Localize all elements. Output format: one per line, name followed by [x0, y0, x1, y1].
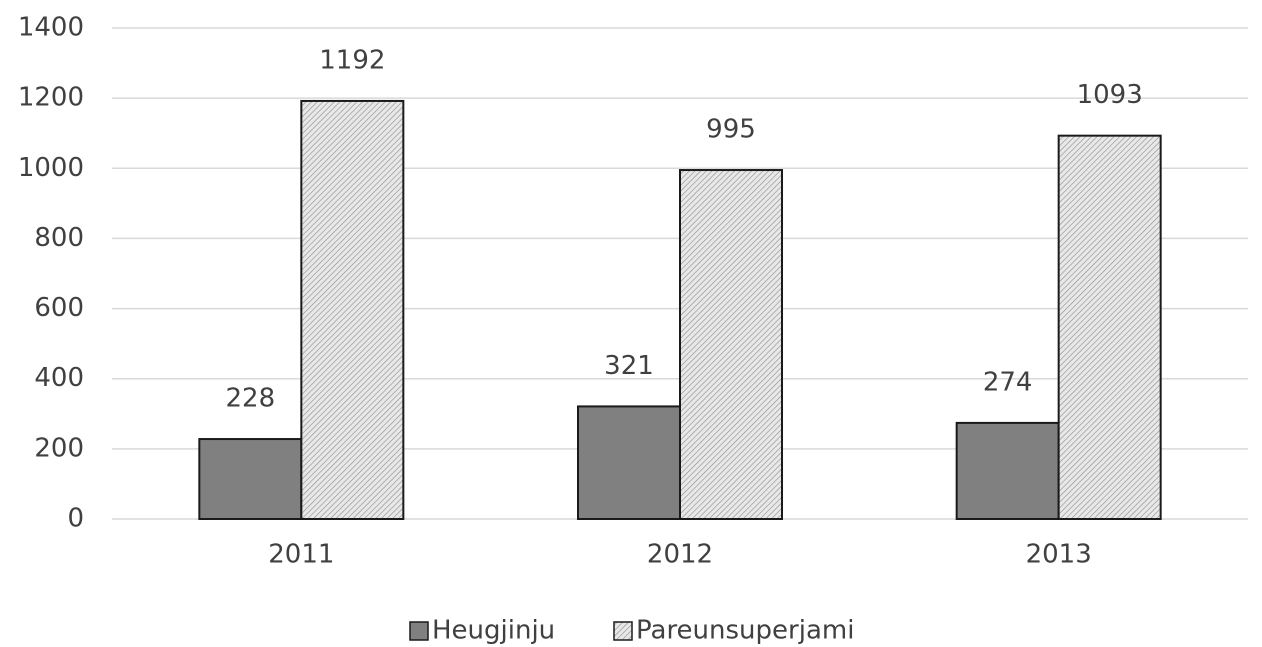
- legend-swatch: [613, 621, 633, 641]
- y-tick-label: 1200: [18, 83, 84, 113]
- bar: [198, 438, 303, 520]
- y-tick-label: 200: [34, 433, 84, 463]
- y-tick-label: 400: [34, 363, 84, 393]
- x-tick-label: 2013: [1026, 540, 1092, 570]
- bar: [679, 169, 783, 521]
- legend-label: Pareunsuperjami: [636, 616, 854, 646]
- y-tick-label: 0: [67, 504, 84, 534]
- bar: [300, 99, 405, 520]
- data-label: 228: [226, 384, 276, 414]
- legend-label: Heugjinju: [432, 616, 555, 646]
- x-tick-label: 2012: [647, 540, 713, 570]
- data-label: 321: [604, 351, 654, 381]
- y-tick-label: 600: [34, 293, 84, 323]
- x-tick-label: 2011: [268, 540, 334, 570]
- y-tick-label: 1000: [18, 153, 84, 183]
- legend-swatch: [409, 621, 429, 641]
- data-label: 1093: [1077, 80, 1143, 110]
- y-tick-label: 800: [34, 223, 84, 253]
- bar: [1057, 134, 1162, 520]
- bar: [577, 405, 681, 520]
- data-label: 1192: [319, 45, 385, 75]
- data-label: 274: [983, 367, 1033, 397]
- data-label: 995: [706, 115, 756, 145]
- bar: [955, 421, 1060, 521]
- y-tick-label: 1400: [18, 13, 84, 43]
